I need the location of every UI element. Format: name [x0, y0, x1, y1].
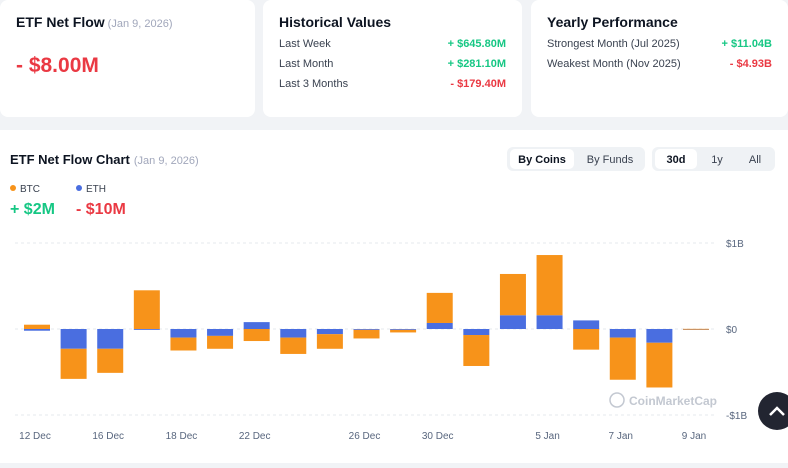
card-title: Yearly Performance: [547, 14, 678, 30]
stat-row: Last Week + $645.80M: [279, 38, 506, 50]
stat-value: + $11.04B: [721, 38, 772, 50]
bar-segment: [60, 348, 87, 379]
bar-segment: [133, 290, 160, 329]
x-tick-label: 18 Dec: [166, 431, 198, 442]
net-flow-card: ETF Net Flow (Jan 9, 2026) - $8.00M: [0, 0, 255, 117]
legend-label: ETH: [86, 184, 106, 195]
stat-value: - $4.93B: [729, 58, 772, 70]
range-button[interactable]: 1y: [711, 154, 723, 166]
bar-segment: [60, 329, 87, 349]
bar-segment: [390, 329, 417, 333]
stat-row: Strongest Month (Jul 2025) + $11.04B: [547, 38, 772, 50]
x-tick-label: 26 Dec: [349, 431, 381, 442]
bar-segment: [390, 329, 417, 330]
watermark-logo: [609, 392, 625, 408]
bar-segment: [646, 329, 673, 343]
watermark: CoinMarketCap: [629, 394, 717, 408]
bar-segment: [316, 329, 343, 335]
stat-label: Weakest Month (Nov 2025): [547, 58, 681, 70]
toggle-button[interactable]: By Coins: [518, 154, 566, 166]
stat-label: Last Month: [279, 58, 334, 70]
y-tick-label: -$1B: [726, 411, 747, 422]
active-toggle: [510, 149, 574, 169]
range-button[interactable]: All: [749, 154, 761, 166]
bar-segment: [463, 329, 490, 336]
stat-row: Weakest Month (Nov 2025) - $4.93B: [547, 58, 772, 70]
legend-swatch: [10, 185, 16, 191]
bar-segment: [426, 322, 453, 329]
yearly-card: Yearly Performance Strongest Month (Jul …: [531, 0, 788, 117]
legend-total: - $10M: [76, 201, 126, 218]
bar-segment: [536, 315, 563, 329]
chart: ETF Net Flow Chart (Jan 9, 2026) By Coin…: [10, 147, 788, 442]
bar-segment: [243, 322, 270, 329]
bar-segment: [426, 292, 453, 323]
bar-segment: [207, 329, 234, 336]
bar-segment: [573, 320, 600, 329]
x-tick-label: 16 Dec: [92, 431, 124, 442]
bar-segment: [499, 315, 526, 329]
bar-segment: [609, 329, 636, 338]
bar-segment: [207, 335, 234, 349]
x-tick-label: 22 Dec: [239, 431, 271, 442]
bar-segment: [316, 334, 343, 349]
bar-segment: [97, 348, 124, 373]
chart-title: ETF Net Flow Chart: [10, 152, 131, 167]
scroll-top-icon: [769, 406, 785, 416]
chart-date: (Jan 9, 2026): [134, 155, 199, 167]
title: ETF Net Flow: [16, 14, 105, 30]
chart-panel: ETF Net Flow Chart (Jan 9, 2026) By Coin…: [0, 130, 788, 463]
card-title: ETF Net Flow (Jan 9, 2026): [16, 14, 239, 30]
active-toggle: [655, 149, 697, 169]
y-tick-label: $0: [726, 325, 738, 336]
bar-segment: [683, 328, 709, 330]
stat-row: Last Month + $281.10M: [279, 58, 506, 70]
range-button[interactable]: 30d: [667, 154, 686, 166]
stat-label: Last Week: [279, 38, 331, 50]
bar-segment: [353, 329, 380, 330]
bar-segment: [133, 329, 160, 330]
x-tick-label: 9 Jan: [682, 431, 706, 442]
bar-segment: [280, 329, 307, 338]
bar-segment: [24, 329, 50, 331]
bar-segment: [243, 329, 270, 342]
stat-row: Last 3 Months - $179.40M: [279, 78, 506, 90]
bar-segment: [463, 335, 490, 366]
toggle-button[interactable]: By Funds: [587, 154, 634, 166]
stat-value: + $281.10M: [447, 58, 506, 70]
net-flow-value: - $8.00M: [16, 54, 99, 77]
historical-card: Historical Values Last Week + $645.80M Las…: [263, 0, 522, 117]
x-tick-label: 30 Dec: [422, 431, 454, 442]
date: (Jan 9, 2026): [107, 18, 173, 30]
bar-segment: [280, 337, 307, 354]
bar-segment: [573, 329, 600, 350]
bar-segment: [609, 337, 636, 380]
stat-label: Last 3 Months: [279, 78, 349, 90]
y-tick-label: $1B: [726, 239, 744, 250]
stat-value: + $645.80M: [447, 38, 506, 50]
card-title: Historical Values: [279, 14, 392, 30]
stat-value: - $179.40M: [450, 78, 506, 90]
bar-segment: [646, 342, 673, 388]
bar-segment: [499, 273, 526, 316]
bar-segment: [536, 255, 563, 316]
bar-segment: [170, 337, 197, 351]
x-tick-label: 12 Dec: [19, 431, 51, 442]
bar-segment: [24, 324, 50, 329]
bar-segment: [353, 329, 380, 339]
x-tick-label: 7 Jan: [609, 431, 633, 442]
stat-label: Strongest Month (Jul 2025): [547, 38, 680, 50]
legend-swatch: [76, 185, 82, 191]
x-tick-label: 5 Jan: [535, 431, 559, 442]
bar-segment: [170, 329, 197, 338]
legend-label: BTC: [20, 184, 40, 195]
bar-segment: [97, 329, 124, 349]
legend-total: + $2M: [10, 201, 55, 218]
